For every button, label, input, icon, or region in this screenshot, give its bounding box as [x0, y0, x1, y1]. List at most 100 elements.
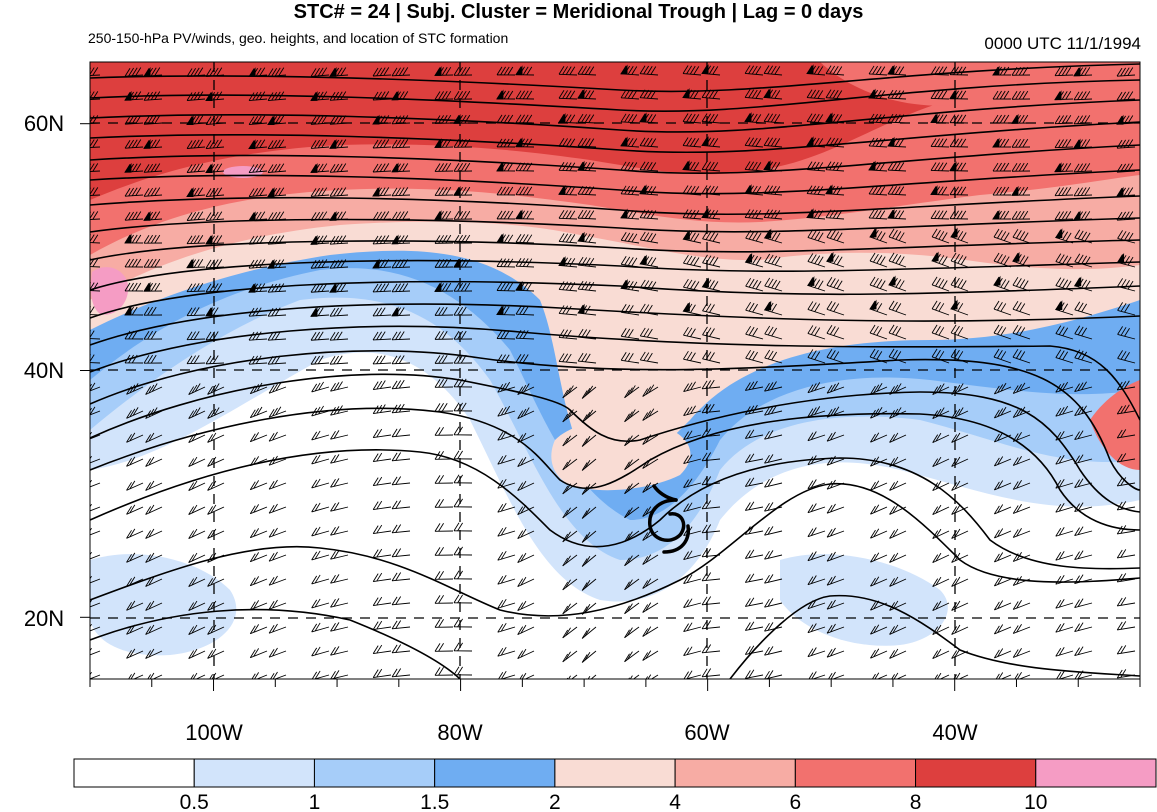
- wind-barb: [1074, 646, 1093, 657]
- wind-barb: [188, 432, 206, 443]
- height-contour: [90, 144, 1140, 175]
- wind-barb: [372, 235, 392, 245]
- wind-barb: [994, 406, 1012, 419]
- wind-barb: [90, 479, 101, 488]
- wind-barb: [90, 575, 101, 584]
- wind-barb: [143, 281, 163, 292]
- wind-barb: [826, 325, 845, 340]
- wind-barb: [581, 506, 597, 519]
- wind-barb: [1011, 66, 1031, 76]
- wind-barb: [888, 300, 907, 316]
- lon-label-80w: 80W: [437, 720, 482, 745]
- wind-barb: [992, 65, 1012, 76]
- wind-barb: [249, 528, 268, 539]
- wind-barb: [744, 669, 764, 679]
- wind-barb: [330, 502, 349, 512]
- wind-barb: [124, 354, 144, 364]
- wind-barb: [1012, 300, 1031, 316]
- wind-barb: [126, 407, 144, 419]
- height-contour: [90, 79, 1140, 113]
- wind-barb: [869, 276, 888, 292]
- colorbar-box: [554, 758, 676, 788]
- wind-barb: [310, 91, 330, 101]
- wind-barb: [186, 283, 206, 293]
- wind-barb: [1055, 502, 1074, 513]
- lat-label-20n: 20N: [24, 606, 64, 631]
- wind-barb: [806, 208, 826, 220]
- wind-barb: [620, 328, 640, 340]
- wind-barb: [807, 455, 826, 466]
- wind-barb: [870, 528, 888, 539]
- wind-barb: [930, 210, 950, 220]
- wind-barb: [683, 254, 702, 268]
- wind-barb: [1055, 574, 1074, 585]
- wind-barb: [577, 280, 597, 292]
- wind-barb: [1074, 574, 1093, 585]
- wind-barb: [620, 185, 640, 196]
- wind-barb: [453, 594, 473, 604]
- wind-barb: [126, 552, 144, 563]
- wind-barb: [434, 210, 454, 220]
- wind-barb: [642, 578, 659, 589]
- wind-barb: [949, 161, 969, 172]
- wind-barb: [1116, 114, 1136, 125]
- wind-barb: [683, 350, 702, 364]
- wind-barb: [497, 550, 516, 561]
- tropical-cyclone-icon: [648, 484, 691, 554]
- colorbar-label: 6: [789, 791, 801, 812]
- wind-barb: [497, 430, 516, 441]
- wind-barb: [310, 139, 330, 149]
- wind-barb: [745, 301, 764, 316]
- lon-label-100w: 100W: [185, 720, 243, 745]
- wind-barb: [683, 574, 702, 585]
- wind-barb: [311, 381, 330, 393]
- wind-barb: [124, 139, 144, 149]
- wind-barb: [807, 301, 826, 316]
- wind-barb: [496, 89, 516, 100]
- wind-barb: [90, 599, 101, 608]
- wind-barb: [391, 524, 411, 534]
- wind-barb: [207, 576, 225, 587]
- wind-barb: [744, 137, 764, 148]
- height-contour: [90, 259, 1140, 291]
- wind-barb: [826, 431, 845, 442]
- wind-barb: [642, 626, 659, 637]
- wind-barb: [126, 528, 144, 539]
- wind-barb: [126, 504, 144, 515]
- wind-barb: [683, 550, 702, 561]
- wind-barb: [330, 646, 349, 656]
- wind-barb: [330, 550, 349, 560]
- wind-barb: [453, 666, 473, 676]
- wind-barb: [993, 275, 1012, 292]
- wind-barb: [763, 137, 783, 148]
- wind-barb: [207, 504, 225, 515]
- wind-barb: [1012, 599, 1031, 610]
- wind-barb: [763, 300, 783, 316]
- wind-barb: [1012, 551, 1031, 562]
- wind-barb: [267, 235, 287, 245]
- wind-barb: [931, 324, 950, 340]
- wind-barb: [205, 139, 225, 149]
- height-contour: [90, 350, 1140, 491]
- height-contour: [90, 449, 1140, 570]
- wind-barb: [930, 185, 950, 196]
- wind-barb: [143, 91, 163, 101]
- wind-barb: [453, 378, 473, 388]
- wind-barb: [558, 90, 578, 100]
- wind-barb: [186, 139, 206, 149]
- wind-barb: [126, 383, 144, 395]
- wind-barb: [764, 622, 783, 632]
- wind-barb: [310, 67, 330, 77]
- wind-barb: [496, 138, 516, 148]
- figure-title: STC# = 24 | Subj. Cluster = Meridional T…: [293, 1, 864, 23]
- wind-barb: [744, 161, 764, 172]
- wind-barb: [624, 506, 640, 519]
- wind-barb: [682, 65, 702, 76]
- wind-barb: [1012, 348, 1031, 364]
- wind-barb: [188, 407, 206, 419]
- wind-barb: [1055, 478, 1074, 489]
- wind-barb: [932, 480, 950, 492]
- wind-barb: [992, 186, 1012, 196]
- wind-barb: [1074, 430, 1093, 441]
- wind-barb: [1074, 301, 1093, 316]
